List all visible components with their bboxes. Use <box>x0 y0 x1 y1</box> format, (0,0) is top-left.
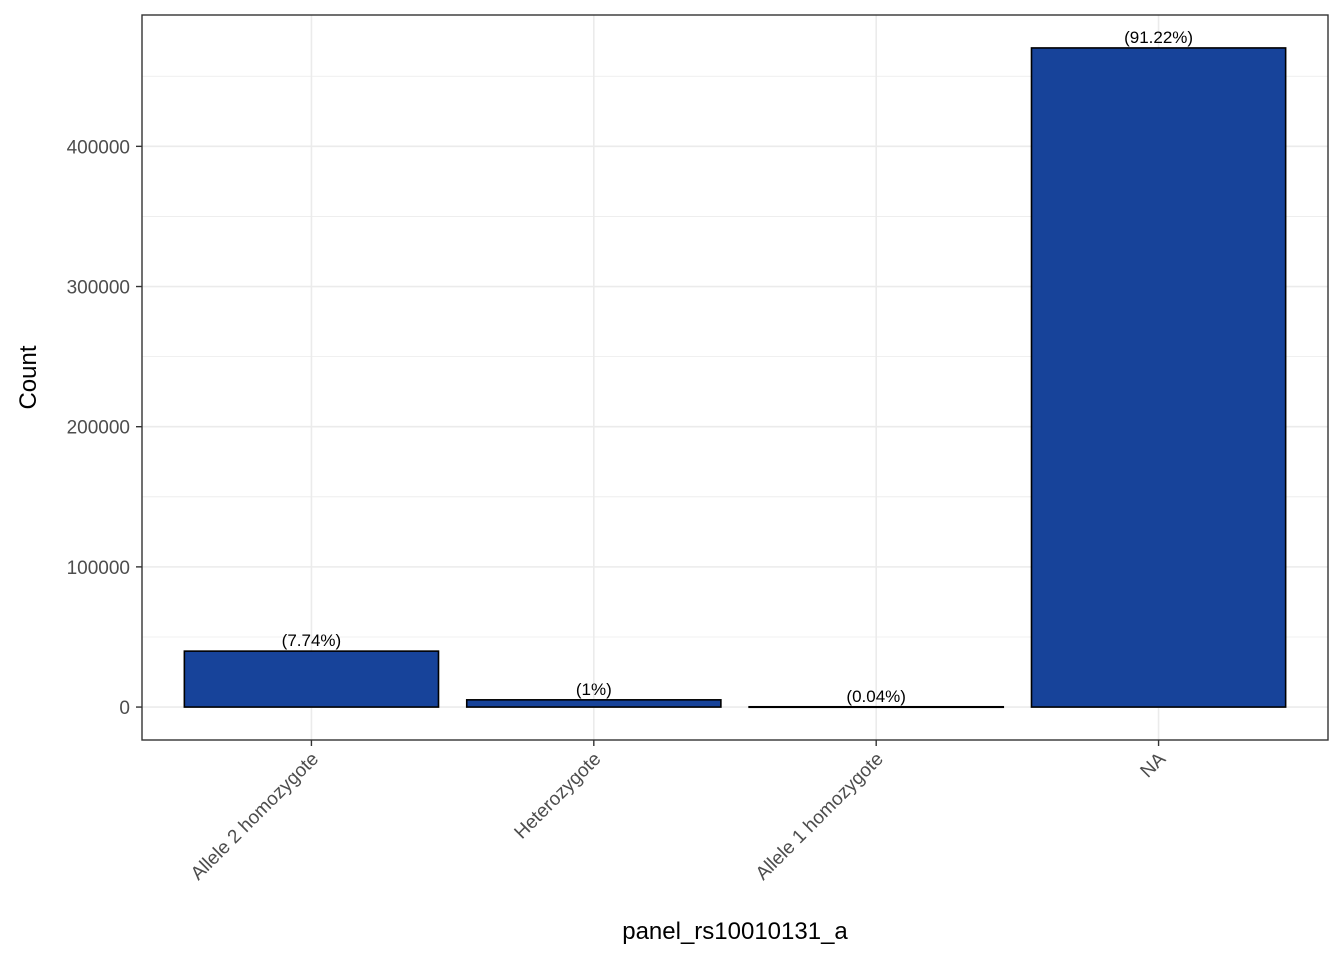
x-axis-ticks: Allele 2 homozygote Heterozygote Allele 1 … <box>187 740 1170 885</box>
bar <box>465 699 722 708</box>
bar-data-label: (1%) <box>576 680 612 699</box>
x-tick-label: NA <box>1137 748 1171 782</box>
x-tick-label: Heterozygote <box>511 749 606 844</box>
y-tick-label: 100000 <box>67 558 130 579</box>
y-tick-label: 200000 <box>67 418 130 439</box>
panel-border <box>141 14 1329 741</box>
bar <box>748 705 1005 709</box>
y-axis-ticks: 0 100000 200000 300000 400000 <box>67 137 142 719</box>
bar-data-label: (7.74%) <box>282 631 342 650</box>
data-labels: (7.74%) (1%) (0.04%) (91.22%) <box>282 28 1193 706</box>
bar <box>183 650 440 708</box>
y-tick-label: 400000 <box>67 137 130 158</box>
y-tick-label: 300000 <box>67 278 130 299</box>
y-tick-label: 0 <box>119 698 130 719</box>
bars <box>183 47 1287 709</box>
bar-data-label: (91.22%) <box>1124 28 1193 47</box>
x-tick-label: Allele 2 homozygote <box>187 749 323 885</box>
x-tick-label: Allele 1 homozygote <box>752 749 888 885</box>
bar <box>1030 47 1287 708</box>
x-axis-title: panel_rs10010131_a <box>622 918 848 945</box>
y-axis-title: Count <box>15 345 42 409</box>
bar-data-label: (0.04%) <box>846 687 906 706</box>
